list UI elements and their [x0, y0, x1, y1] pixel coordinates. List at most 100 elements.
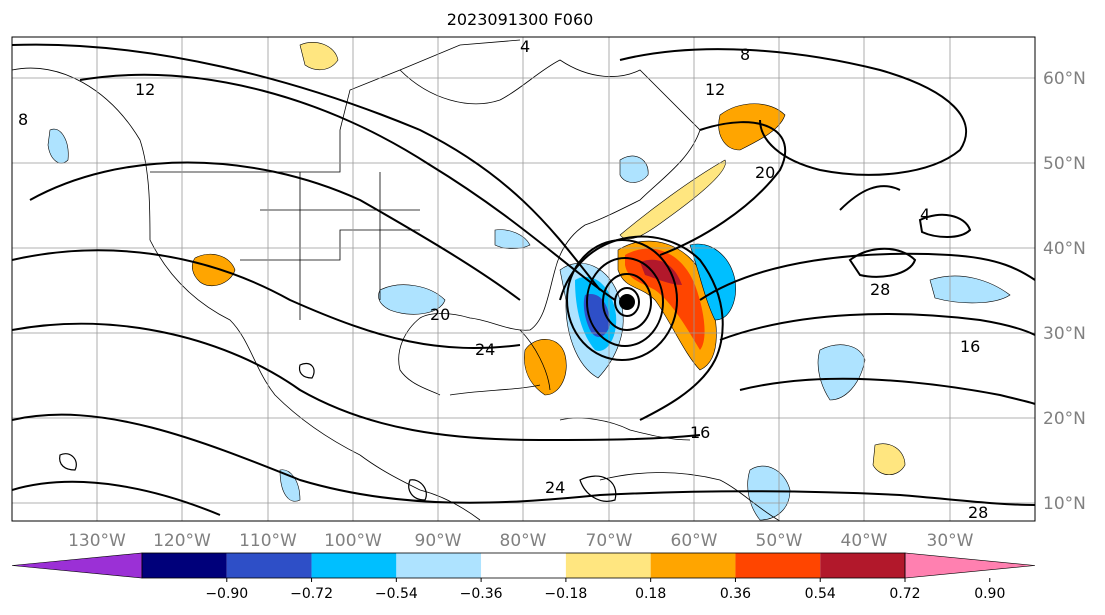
colorbar-segment	[142, 553, 227, 578]
cold-anomaly	[378, 284, 446, 315]
warm-anomaly	[872, 443, 906, 476]
colorbar-extend-low	[11, 552, 143, 579]
colorbar-tick-label: 0.72	[889, 586, 920, 602]
contour-label: 20	[755, 163, 775, 182]
colorbar-segment	[565, 553, 651, 578]
contour-line	[29, 161, 521, 301]
coastlines	[12, 39, 781, 521]
colorbar-tick-label: −0.18	[544, 586, 587, 602]
warm-anomaly	[718, 103, 786, 151]
chart-title: 2023091300 F060	[446, 10, 594, 29]
colorbar-extend-high	[904, 552, 1036, 579]
warm-anomaly	[299, 41, 339, 70]
colorbar-tick-label: −0.36	[460, 586, 503, 602]
small-contours	[59, 362, 617, 502]
storm-center-marker	[619, 294, 635, 310]
contour-label: 12	[135, 80, 155, 99]
colorbar-segment	[735, 553, 821, 578]
contour-line	[659, 121, 787, 256]
contour-label-group: 4 8 12 16 20 24 28 4 12 16 20 24 28 8	[18, 37, 988, 522]
lat-label: 10°N	[1043, 494, 1086, 514]
contour-label: 8	[740, 45, 750, 64]
cold-anomaly	[817, 344, 866, 401]
cold-anomaly	[494, 229, 531, 250]
contour-line	[559, 235, 724, 421]
coastline-east	[398, 59, 701, 396]
contour-line	[619, 48, 967, 176]
lat-label: 30°N	[1043, 324, 1086, 344]
colorbar-frame	[141, 552, 906, 579]
lon-label: 40°W	[841, 531, 888, 551]
state-lines	[260, 172, 420, 320]
colorbar-segment	[650, 553, 736, 578]
contour-line	[12, 249, 521, 349]
contour-line	[848, 247, 917, 278]
longitude-axis: 130°W 120°W 110°W 100°W 90°W 80°W 70°W 6…	[68, 531, 974, 551]
contour-label: 24	[475, 340, 495, 359]
lon-label: 100°W	[324, 531, 382, 551]
contour-label: 8	[18, 110, 28, 129]
contour-label: 16	[960, 337, 980, 356]
contour-label: 24	[545, 478, 565, 497]
warm-anomaly	[619, 159, 726, 240]
south-america	[599, 472, 781, 521]
lon-label: 80°W	[500, 531, 547, 551]
lat-label: 20°N	[1043, 409, 1086, 429]
lat-label: 40°N	[1043, 239, 1086, 259]
contour-label: 28	[968, 503, 988, 522]
lon-label: 60°W	[671, 531, 718, 551]
colorbar-segment	[481, 553, 566, 578]
contour-line	[918, 213, 972, 238]
us-canada-border	[150, 39, 521, 173]
contour-ring	[566, 239, 678, 361]
contour-ring	[586, 257, 664, 347]
colorbar-segment	[396, 553, 482, 578]
florida	[519, 329, 551, 391]
coastline-west	[12, 67, 361, 456]
contour-ring	[602, 273, 652, 331]
lon-label: 90°W	[415, 531, 462, 551]
warm-anomaly	[191, 254, 236, 286]
lon-label: 50°W	[756, 531, 803, 551]
contour-line	[839, 185, 901, 211]
warm-anomaly	[524, 339, 567, 396]
lon-label: 30°W	[927, 531, 974, 551]
contour-label: 12	[705, 80, 725, 99]
colorbar-segment	[226, 553, 312, 578]
contour-label: 4	[920, 205, 930, 224]
lat-label: 60°N	[1043, 69, 1086, 89]
latitude-axis: 60°N 50°N 40°N 30°N 20°N 10°N	[1043, 69, 1086, 514]
colorbar-segment	[311, 553, 397, 578]
contour-line	[12, 480, 221, 516]
contour-label: 4	[520, 37, 530, 56]
colorbar-tick-label: 0.90	[974, 586, 1005, 602]
contour-line	[12, 322, 701, 442]
contour-line	[699, 252, 1035, 301]
colorbar-tick-label: −0.54	[375, 586, 418, 602]
contour-ring	[614, 287, 640, 317]
gulf-coast	[449, 384, 541, 396]
contour-label: 16	[690, 423, 710, 442]
warm-anomaly	[640, 259, 682, 285]
lon-label: 130°W	[68, 531, 126, 551]
cold-anomaly	[47, 128, 69, 164]
cold-anomaly	[279, 469, 301, 502]
lon-label: 70°W	[586, 531, 633, 551]
contour-label: 20	[430, 305, 450, 324]
lon-label: 110°W	[239, 531, 297, 551]
central-america	[359, 454, 481, 521]
colorbar-tick-label: 0.54	[805, 586, 836, 602]
contour-line	[12, 43, 601, 291]
colorbar-tick-label: 0.18	[635, 586, 666, 602]
lon-label: 120°W	[153, 531, 211, 551]
colorbar-tick-label: −0.90	[205, 586, 248, 602]
contour-line	[719, 313, 1035, 341]
contour-label: 28	[870, 280, 890, 299]
colorbar: −0.90 −0.72 −0.54 −0.36 −0.18 0.18 0.36 0.54 0.7…	[11, 552, 1036, 602]
contour-line	[79, 73, 616, 301]
contours	[12, 43, 1035, 516]
map-frame	[11, 36, 1036, 522]
colorbar-tick-label: 0.36	[720, 586, 751, 602]
colorbar-tick-label: −0.72	[290, 586, 333, 602]
